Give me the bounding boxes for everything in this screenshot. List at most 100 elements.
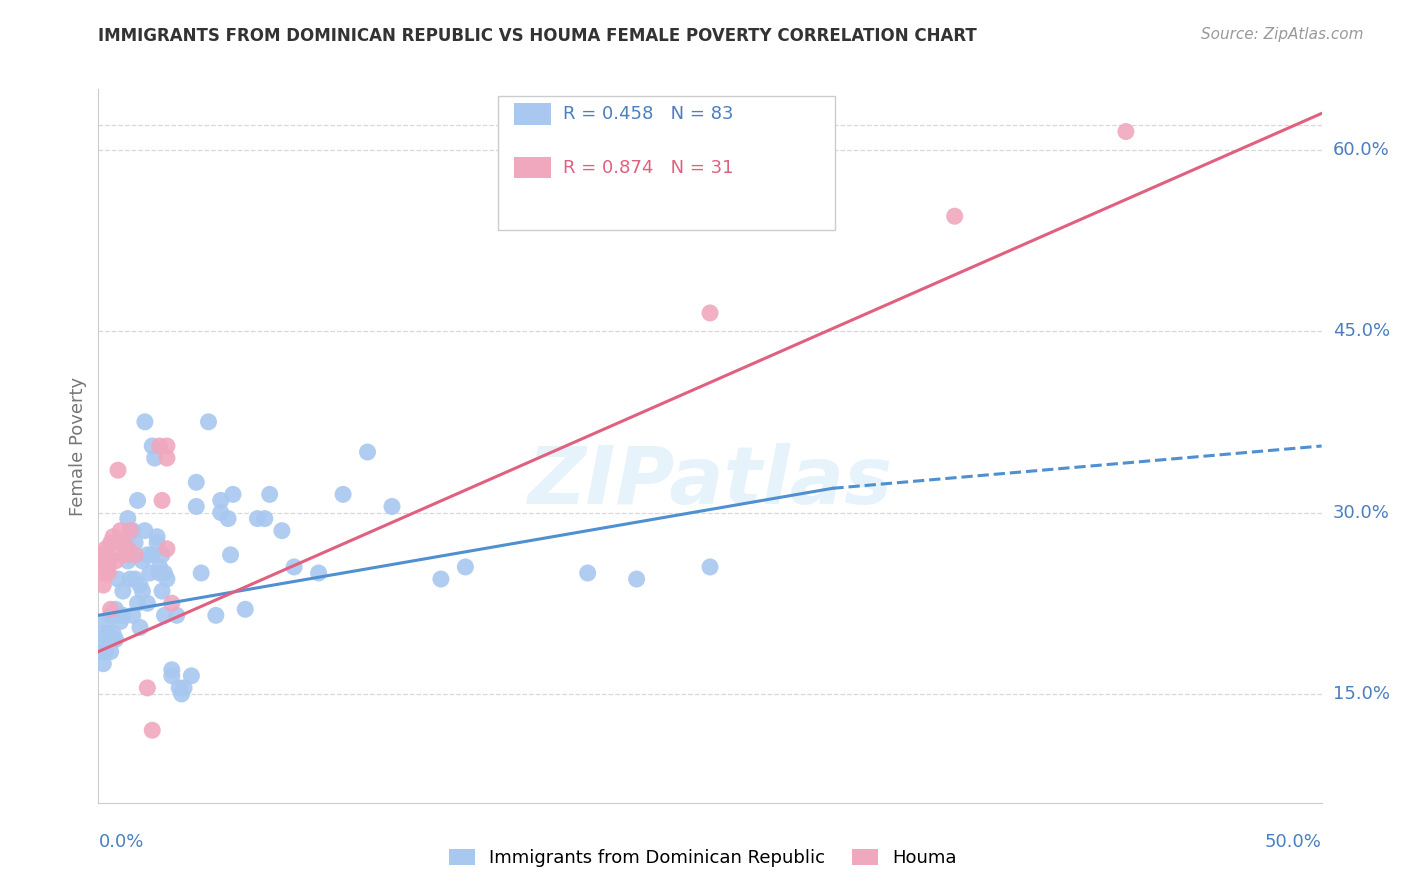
Point: [121, 608, 143, 623]
Point: [136, 596, 159, 610]
Point: [139, 566, 162, 580]
Point: [124, 548, 146, 562]
Point: [149, 560, 172, 574]
Point: [129, 578, 152, 592]
Point: [149, 566, 172, 580]
FancyBboxPatch shape: [515, 157, 551, 178]
Point: [166, 608, 188, 623]
Point: [253, 511, 276, 525]
Point: [90, 645, 112, 659]
Point: [149, 439, 172, 453]
Point: [134, 524, 156, 538]
Point: [117, 511, 139, 525]
Point: [699, 306, 721, 320]
Point: [117, 541, 139, 556]
Point: [217, 511, 239, 525]
Point: [97, 632, 120, 647]
Point: [100, 535, 122, 549]
Point: [283, 560, 305, 574]
Point: [141, 439, 163, 453]
Point: [120, 548, 142, 562]
Text: 60.0%: 60.0%: [1333, 141, 1389, 159]
Point: [97, 560, 120, 574]
Text: 15.0%: 15.0%: [1333, 685, 1389, 703]
Point: [94, 615, 117, 629]
Point: [219, 548, 242, 562]
Point: [121, 524, 143, 538]
Point: [156, 451, 179, 466]
Point: [153, 566, 176, 580]
Point: [111, 584, 134, 599]
Point: [150, 584, 173, 599]
Point: [97, 566, 120, 580]
Point: [94, 541, 117, 556]
Point: [332, 487, 354, 501]
Point: [91, 578, 114, 592]
Point: [141, 548, 163, 562]
Point: [127, 493, 149, 508]
Point: [699, 560, 721, 574]
Point: [270, 524, 294, 538]
Point: [101, 548, 124, 562]
Point: [101, 530, 124, 544]
Point: [94, 554, 117, 568]
Point: [209, 493, 232, 508]
Point: [156, 541, 179, 556]
Point: [110, 615, 132, 629]
Point: [114, 535, 136, 549]
Point: [150, 548, 173, 562]
Text: 0.0%: 0.0%: [98, 833, 143, 851]
Point: [381, 500, 404, 514]
Point: [111, 535, 134, 549]
Point: [111, 608, 134, 623]
Point: [107, 463, 129, 477]
Point: [107, 608, 129, 623]
Point: [100, 645, 122, 659]
Point: [160, 596, 183, 610]
Point: [943, 209, 966, 223]
Point: [110, 524, 132, 538]
Point: [209, 506, 232, 520]
Point: [160, 663, 183, 677]
Point: [136, 681, 159, 695]
Point: [173, 681, 195, 695]
Point: [160, 669, 183, 683]
Point: [100, 602, 122, 616]
Point: [1115, 124, 1137, 138]
Point: [104, 602, 127, 616]
Point: [186, 475, 208, 490]
Point: [117, 554, 139, 568]
Text: 45.0%: 45.0%: [1333, 322, 1391, 340]
Point: [626, 572, 648, 586]
Point: [101, 632, 124, 647]
Text: ZIPatlas: ZIPatlas: [527, 442, 893, 521]
FancyBboxPatch shape: [515, 103, 551, 125]
Point: [197, 415, 219, 429]
FancyBboxPatch shape: [498, 96, 835, 230]
Point: [233, 602, 256, 616]
Point: [91, 657, 114, 671]
Point: [156, 572, 179, 586]
Point: [131, 554, 153, 568]
Text: Source: ZipAtlas.com: Source: ZipAtlas.com: [1201, 27, 1364, 42]
Y-axis label: Female Poverty: Female Poverty: [69, 376, 87, 516]
Point: [90, 632, 112, 647]
Text: IMMIGRANTS FROM DOMINICAN REPUBLIC VS HOUMA FEMALE POVERTY CORRELATION CHART: IMMIGRANTS FROM DOMINICAN REPUBLIC VS HO…: [98, 27, 977, 45]
Text: 30.0%: 30.0%: [1333, 503, 1389, 522]
Text: R = 0.874   N = 31: R = 0.874 N = 31: [564, 159, 734, 177]
Point: [136, 548, 159, 562]
Point: [186, 500, 208, 514]
Point: [129, 620, 152, 634]
Point: [205, 608, 228, 623]
Point: [156, 439, 179, 453]
Point: [104, 554, 127, 568]
Point: [131, 584, 153, 599]
Point: [222, 487, 245, 501]
Point: [170, 687, 193, 701]
Point: [120, 524, 142, 538]
Point: [576, 566, 599, 580]
Point: [90, 548, 112, 562]
Point: [101, 626, 124, 640]
Point: [94, 645, 117, 659]
Point: [153, 608, 176, 623]
